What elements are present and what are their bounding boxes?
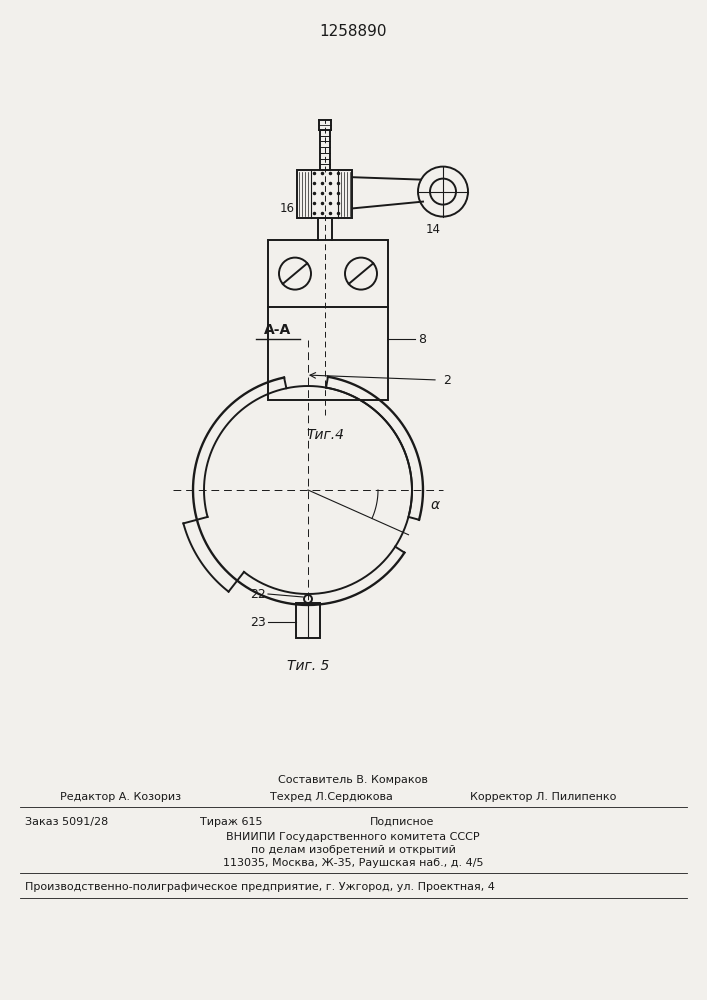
Bar (268, 240, 388, 400)
Text: 113035, Москва, Ж-35, Раушская наб., д. 4/5: 113035, Москва, Ж-35, Раушская наб., д. … (223, 858, 484, 868)
Bar (298, 170, 353, 218)
Text: α: α (431, 498, 440, 512)
Text: Производственно-полиграфическое предприятие, г. Ужгород, ул. Проектная, 4: Производственно-полиграфическое предприя… (25, 882, 495, 892)
Text: 14: 14 (426, 223, 441, 236)
Text: Корректор Л. Пилипенко: Корректор Л. Пилипенко (470, 792, 617, 802)
Text: А-А: А-А (264, 323, 291, 337)
Text: 2: 2 (443, 373, 451, 386)
Text: Тираж 615: Тираж 615 (200, 817, 262, 827)
Text: Заказ 5091/28: Заказ 5091/28 (25, 817, 108, 827)
Text: 16: 16 (279, 202, 295, 215)
Text: 8: 8 (418, 333, 426, 346)
Text: Составитель В. Комраков: Составитель В. Комраков (278, 775, 428, 785)
Text: по делам изобретений и открытий: по делам изобретений и открытий (250, 845, 455, 855)
Text: Техред Л.Сердюкова: Техред Л.Сердюкова (270, 792, 393, 802)
Text: Редактор А. Козориз: Редактор А. Козориз (60, 792, 181, 802)
Bar (296, 603, 320, 638)
Text: 1258890: 1258890 (320, 24, 387, 39)
Text: 22: 22 (250, 587, 266, 600)
Text: 23: 23 (250, 616, 266, 629)
Text: Τиг. 5: Τиг. 5 (287, 659, 329, 673)
Text: ВНИИПИ Государственного комитета СССР: ВНИИПИ Государственного комитета СССР (226, 832, 480, 842)
Text: Τиг.4: Τиг.4 (306, 428, 344, 442)
Text: Подписное: Подписное (370, 817, 434, 827)
